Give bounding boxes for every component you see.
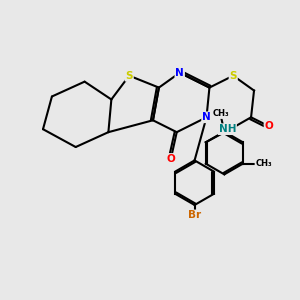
Text: O: O [265, 121, 273, 131]
Text: N: N [175, 68, 184, 78]
Text: NH: NH [218, 124, 236, 134]
Text: CH₃: CH₃ [213, 109, 230, 118]
Text: Br: Br [188, 210, 201, 220]
Text: N: N [202, 112, 211, 122]
Text: CH₃: CH₃ [255, 159, 272, 168]
Text: S: S [230, 71, 237, 81]
Text: O: O [167, 154, 175, 164]
Text: S: S [125, 71, 133, 81]
